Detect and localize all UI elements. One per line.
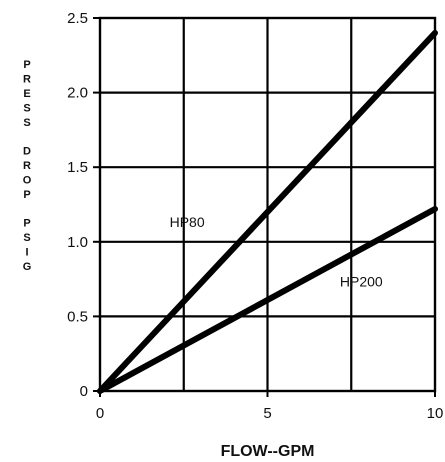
y-axis-label-char: P (23, 189, 30, 201)
y-axis-label-char: S (23, 232, 30, 244)
series-label-hp200: HP200 (340, 274, 383, 290)
y-axis-ticks: 0 0.5 1.0 1.5 2.0 2.5 (67, 10, 100, 400)
y-axis-label-char: O (23, 175, 32, 187)
x-tick-label: 10 (427, 405, 444, 422)
gridlines (100, 18, 435, 391)
series-labels: HP80 HP200 (170, 214, 383, 290)
y-axis-label-char: G (23, 261, 32, 273)
y-tick-label: 0.5 (67, 308, 88, 325)
y-axis-label-char: P (23, 218, 30, 230)
y-axis-label-char: S (23, 117, 30, 129)
y-tick-label: 2.5 (67, 10, 88, 27)
y-axis-label-char: P (23, 59, 30, 71)
y-axis-label-char: E (23, 88, 30, 100)
y-axis-label-char: I (25, 247, 28, 259)
x-tick-label: 0 (96, 405, 104, 422)
series-lines (97, 29, 438, 394)
y-axis-label-char: S (23, 103, 30, 115)
x-axis-ticks: 0 5 10 (96, 391, 444, 422)
y-axis-label-char: D (23, 146, 31, 158)
y-tick-label: 2.0 (67, 85, 88, 102)
series-line-hp80 (97, 29, 438, 394)
y-tick-label: 0 (80, 383, 88, 400)
series-label-hp80: HP80 (170, 214, 205, 230)
y-axis-label-char: R (23, 74, 31, 86)
y-tick-label: 1.0 (67, 234, 88, 251)
y-axis-label-char: R (23, 160, 31, 172)
x-axis-label: FLOW--GPM (221, 443, 315, 460)
series-line-hp200 (97, 205, 438, 394)
x-tick-label: 5 (263, 405, 271, 422)
y-tick-label: 1.5 (67, 159, 88, 176)
